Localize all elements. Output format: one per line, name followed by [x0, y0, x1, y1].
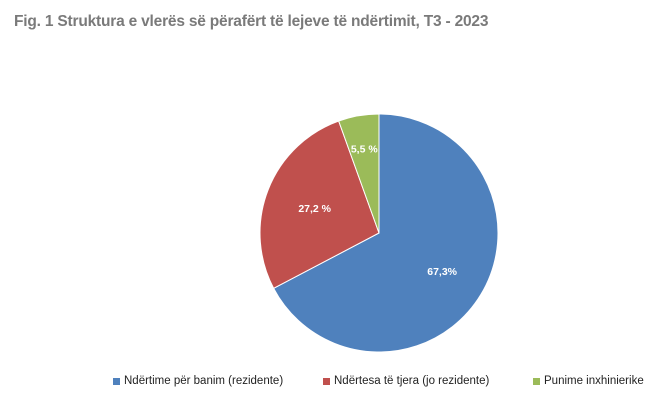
legend-swatch-residential: [113, 377, 120, 385]
legend-swatch-engineering: [533, 377, 540, 385]
pie-data-labels: 67,3% 27,2 % 5,5 %: [298, 144, 457, 279]
data-label-engineering: 5,5 %: [351, 144, 379, 156]
data-label-residential: 67,3%: [427, 266, 457, 278]
legend-label-residential: Ndërtime për banim (rezidente): [124, 375, 284, 387]
chart-title: Fig. 1 Struktura e vlerës së përafërt të…: [14, 13, 489, 30]
legend-item-residential: Ndërtime për banim (rezidente): [113, 375, 283, 387]
legend-swatch-non-residential: [323, 377, 330, 385]
legend-label-engineering: Punime inxhinierike: [544, 375, 644, 387]
pie-slice-residential: [272, 113, 499, 353]
data-label-non-residential: 27,2 %: [298, 203, 331, 215]
legend-item-non-residential: Ndërtesa të tjera (jo rezidente): [323, 375, 489, 387]
legend-label-non-residential: Ndërtesa të tjera (jo rezidente): [334, 375, 490, 387]
legend-item-engineering: Punime inxhinierike: [533, 375, 644, 387]
pie-slice-non-residential: [259, 120, 380, 290]
chart-legend: Ndërtime për banim (rezidente) Ndërtesa …: [0, 375, 671, 391]
pie-slices: [259, 113, 499, 353]
pie-slice-engineering: [338, 113, 380, 234]
